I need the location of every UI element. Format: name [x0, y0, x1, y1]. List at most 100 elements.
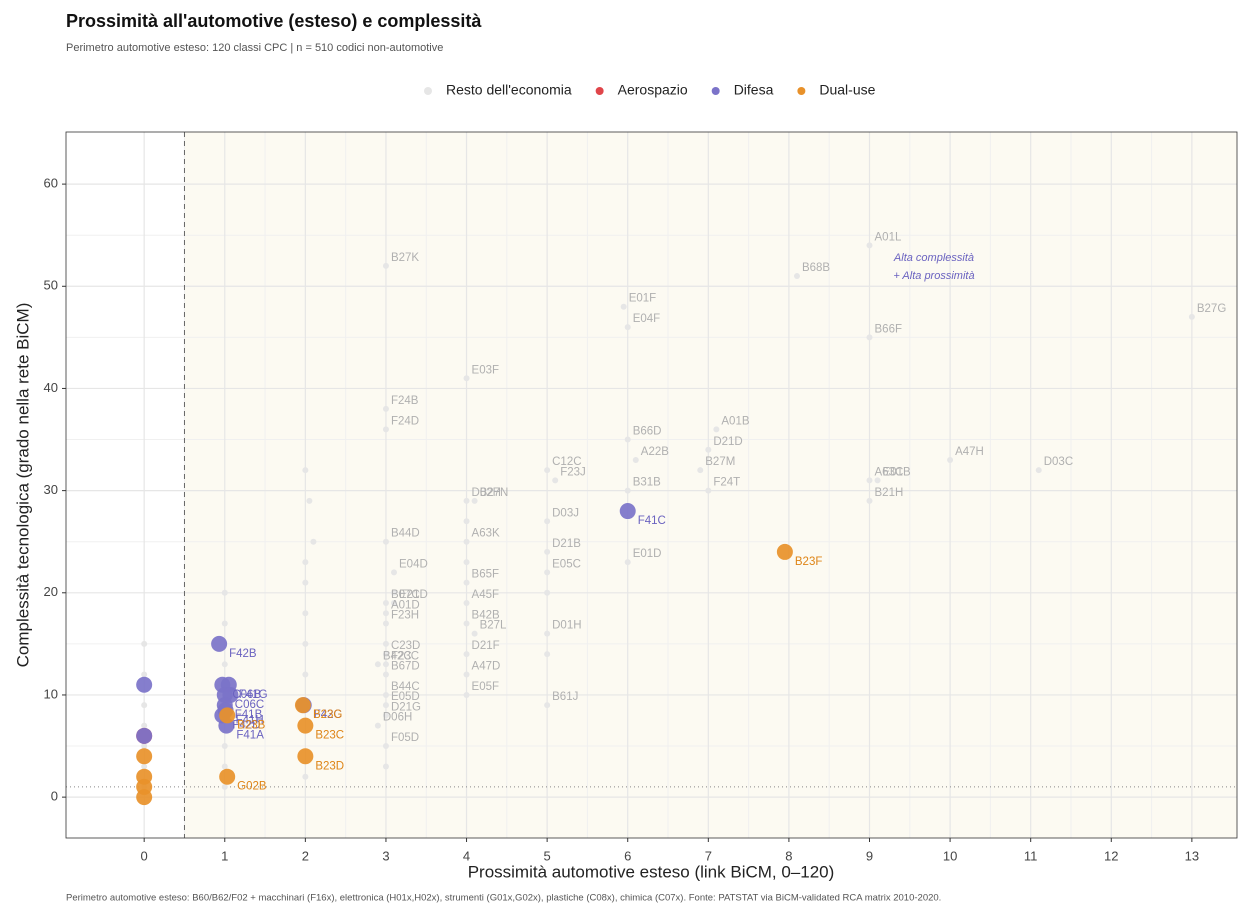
point-label: C06B — [232, 689, 261, 701]
x-tick-label: 7 — [705, 848, 712, 863]
point-label: C12C — [552, 456, 581, 468]
point — [552, 477, 559, 484]
point — [463, 691, 470, 698]
x-tick-label: 8 — [785, 848, 792, 863]
point-label: B23C — [315, 730, 344, 742]
point — [382, 538, 389, 545]
y-tick-label: 10 — [44, 686, 58, 701]
point — [382, 712, 389, 719]
point — [382, 661, 389, 668]
point — [302, 671, 309, 678]
point — [391, 600, 398, 607]
point-label: F23J — [560, 466, 586, 478]
point — [141, 702, 148, 709]
annotation: Alta complessità — [893, 252, 974, 264]
point-label: B66F — [875, 323, 903, 335]
point-label: B27L — [480, 620, 507, 632]
point-label: F41A — [236, 730, 264, 742]
point — [219, 768, 236, 785]
point — [382, 405, 389, 412]
point — [793, 273, 800, 280]
x-tick-label: 5 — [544, 848, 551, 863]
point-label: G02B — [237, 781, 267, 793]
point — [382, 702, 389, 709]
shaded-region — [184, 132, 1237, 838]
point-label: F24B — [391, 395, 419, 407]
point — [302, 640, 309, 647]
point-label: C23D — [391, 640, 420, 652]
point — [382, 763, 389, 770]
point-label: B07C — [391, 589, 420, 601]
x-tick-label: 10 — [943, 848, 957, 863]
point-label: E05D — [391, 691, 420, 703]
point — [374, 722, 381, 729]
point — [302, 467, 309, 474]
x-tick-label: 4 — [463, 848, 470, 863]
point — [391, 569, 398, 576]
point — [221, 763, 228, 770]
point-label: F41C — [638, 515, 666, 527]
point — [221, 783, 228, 790]
point — [544, 589, 551, 596]
point — [141, 671, 148, 678]
point-label: B23F — [795, 556, 823, 568]
point-label: E04F — [633, 313, 661, 325]
y-tick-label: 60 — [44, 176, 58, 191]
legend-swatch — [595, 87, 604, 95]
point — [705, 446, 712, 453]
point — [705, 487, 712, 494]
point — [463, 538, 470, 545]
point-label: D21F — [472, 640, 500, 652]
point — [391, 589, 398, 596]
point-label: D03J — [552, 507, 579, 519]
point — [471, 497, 478, 504]
x-tick-label: 6 — [624, 848, 631, 863]
legend-label: Difesa — [734, 82, 774, 98]
point-label: B27K — [391, 252, 419, 264]
point-label: A22B — [641, 446, 669, 458]
point-label: E01B — [883, 466, 911, 478]
point-label: A47H — [955, 446, 984, 458]
point-label: F23C — [391, 650, 419, 662]
point — [463, 497, 470, 504]
point-label: B42B — [472, 609, 500, 621]
point — [544, 518, 551, 525]
point — [866, 334, 873, 341]
point — [221, 589, 228, 596]
y-tick-label: 0 — [51, 789, 58, 804]
x-axis-title: Prossimità automotive esteso (link BiCM,… — [468, 862, 835, 881]
point — [141, 722, 148, 729]
point-label: B42C — [383, 650, 412, 662]
y-tick-label: 20 — [44, 584, 58, 599]
point — [221, 743, 228, 750]
point — [136, 676, 153, 693]
point — [221, 661, 228, 668]
y-axis-title: Complessità tecnologica (grado nella ret… — [13, 303, 32, 668]
x-tick-label: 3 — [382, 848, 389, 863]
legend-label: Resto dell'economia — [446, 82, 572, 98]
point-label: F05D — [391, 732, 419, 744]
point-label: D06H — [383, 712, 412, 724]
point — [302, 773, 309, 780]
point-label: B21H — [875, 487, 904, 499]
point — [713, 426, 720, 433]
point — [866, 242, 873, 249]
point — [874, 477, 881, 484]
point — [219, 707, 236, 724]
point — [624, 559, 631, 566]
point-label: E03F — [472, 364, 500, 376]
point — [297, 717, 314, 734]
point-label: F24D — [391, 415, 419, 427]
annotation: + Alta prossimità — [893, 270, 974, 282]
point-label: F23H — [391, 609, 419, 621]
point — [136, 727, 153, 744]
point-label: E01D — [633, 548, 662, 560]
point — [624, 487, 631, 494]
y-tick-label: 40 — [44, 380, 58, 395]
point-label: D03C — [1044, 456, 1073, 468]
point — [624, 324, 631, 331]
point — [632, 456, 639, 463]
point — [463, 600, 470, 607]
point — [697, 467, 704, 474]
